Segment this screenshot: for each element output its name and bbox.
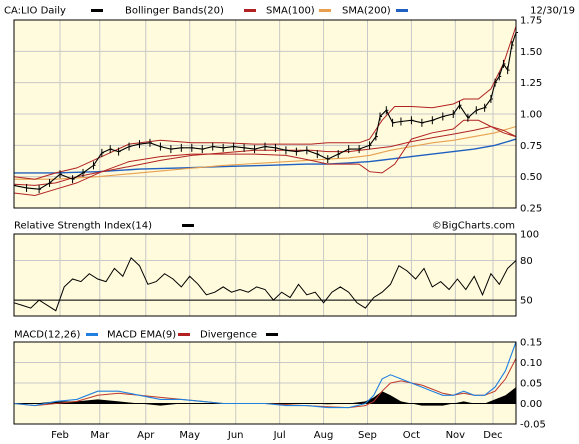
sma100-line — [13, 125, 517, 186]
macd-y-tick-0: -0.05 — [520, 420, 546, 431]
price-frame — [13, 19, 517, 209]
macd-y-tick-1: 0.00 — [520, 399, 542, 410]
rsi-y-tick-2: 100 — [520, 230, 539, 241]
legend-swatch-macd — [86, 333, 98, 336]
macd-series — [13, 341, 517, 409]
rsi-line — [13, 256, 517, 312]
macd-y-ticks: -0.05 0.00 0.05 0.10 0.15 — [520, 338, 546, 431]
legend-label-sma200: SMA(200) — [342, 6, 391, 17]
rsi-series — [13, 256, 517, 312]
legend-swatch-price — [91, 9, 103, 12]
price-series — [13, 26, 518, 197]
macd-panel: -0.05 0.00 0.05 0.10 0.15 MACD(12,26) MACD E… — [13, 327, 546, 431]
x-tick-dec: Dec — [483, 430, 502, 441]
price-y-tick-1: 0.50 — [520, 172, 542, 183]
x-tick-jul: Jul — [273, 430, 286, 441]
legend-swatch-sma100 — [319, 9, 331, 12]
divergence-area — [14, 387, 516, 406]
x-tick-feb: Feb — [51, 430, 69, 441]
x-tick-apr: Apr — [137, 430, 155, 441]
macd-legend: MACD(12,26) MACD EMA(9) Divergence — [14, 327, 516, 341]
price-y-tick-0: 0.25 — [520, 204, 542, 215]
price-y-tick-2: 0.75 — [520, 141, 542, 152]
watermark: ©BigCharts.com — [432, 221, 515, 232]
x-tick-mar: Mar — [90, 430, 110, 441]
x-tick-nov: Nov — [446, 430, 466, 441]
rsi-y-ticks: 50 80 100 — [520, 230, 539, 307]
macd-frame — [13, 341, 517, 425]
rsi-panel: 50 80 100 Relative Strength Index(14) ©Big… — [13, 218, 539, 317]
legend-label-price: CA:LIO Daily — [4, 6, 66, 17]
legend-label-rsi: Relative Strength Index(14) — [14, 221, 152, 232]
rsi-frame — [13, 233, 517, 317]
price-legend: CA:LIO Daily Bollinger Bands(20) SMA(100… — [0, 3, 575, 17]
legend-swatch-divergence — [266, 333, 278, 336]
price-y-tick-3: 1.00 — [520, 110, 542, 121]
legend-label-macd: MACD(12,26) — [14, 330, 81, 341]
rsi-legend-band — [14, 218, 516, 232]
legend-label-sma100: SMA(100) — [266, 6, 315, 17]
rsi-legend: Relative Strength Index(14) ©BigCharts.c… — [14, 218, 516, 232]
rsi-y-tick-1: 80 — [520, 256, 533, 267]
x-tick-aug: Aug — [314, 430, 334, 441]
chart-date: 12/30/19 — [530, 6, 575, 17]
sma200-line — [14, 125, 517, 180]
rsi-plot-area — [14, 234, 516, 316]
legend-swatch-rsi — [182, 224, 194, 227]
price-y-tick-6: 1.75 — [520, 16, 542, 27]
legend-label-divergence: Divergence — [200, 330, 257, 341]
price-y-tick-5: 1.50 — [520, 47, 542, 58]
price-panel: 0.25 0.50 0.75 1.00 1.25 1.50 1.75 CA:LIO Dail… — [0, 3, 575, 215]
legend-swatch-sma200 — [396, 9, 408, 12]
macd-y-tick-3: 0.10 — [520, 358, 542, 369]
blue-trend-line — [14, 138, 517, 174]
macd-line — [13, 341, 517, 409]
x-tick-oct: Oct — [403, 430, 420, 441]
x-tick-jun: Jun — [227, 430, 244, 441]
price-legend-band — [0, 3, 520, 17]
legend-swatch-bollinger — [244, 9, 256, 12]
price-y-tick-4: 1.25 — [520, 78, 542, 89]
bollinger-upper-line — [13, 26, 517, 180]
x-tick-sep: Sep — [358, 430, 377, 441]
macd-legend-band — [14, 327, 516, 341]
x-tick-may: May — [179, 430, 200, 441]
bollinger-lower-line — [13, 119, 517, 197]
legend-swatch-macd-ema — [178, 333, 190, 336]
rsi-y-tick-0: 50 — [520, 296, 533, 307]
legend-label-macd-ema: MACD EMA(9) — [107, 330, 176, 341]
price-y-ticks: 0.25 0.50 0.75 1.00 1.25 1.50 1.75 — [520, 16, 542, 215]
macd-y-tick-4: 0.15 — [520, 338, 542, 349]
legend-label-bollinger: Bollinger Bands(20) — [125, 6, 224, 17]
macd-y-tick-2: 0.05 — [520, 379, 542, 390]
x-axis: Feb Mar Apr May Jun Jul Aug Sep Oct Nov Dec — [51, 430, 503, 441]
